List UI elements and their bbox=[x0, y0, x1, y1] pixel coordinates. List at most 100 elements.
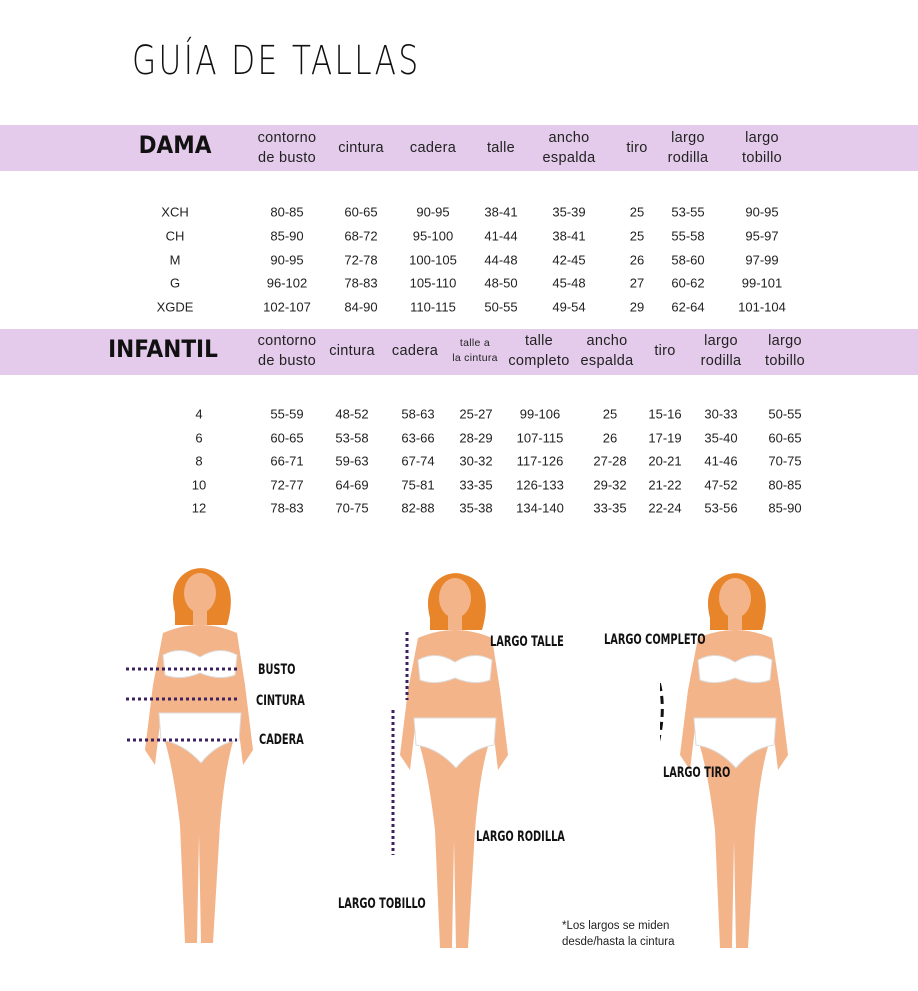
bra bbox=[162, 650, 238, 679]
table-cell: 20-21 bbox=[648, 453, 682, 469]
table-cell: 80-85 bbox=[768, 477, 802, 493]
column-header: contorno de busto bbox=[258, 331, 317, 371]
table-cell: 25 bbox=[629, 228, 645, 244]
woman-figure bbox=[660, 573, 788, 948]
table-cell: 85-90 bbox=[270, 228, 304, 244]
header-line: ancho bbox=[548, 130, 590, 146]
table-cell: 47-52 bbox=[704, 477, 738, 493]
table-cell: 35-38 bbox=[459, 500, 493, 516]
label-largo-completo: LARGO COMPLETO bbox=[604, 632, 706, 648]
table-cell: 105-110 bbox=[409, 275, 457, 291]
table-cell: 27-28 bbox=[593, 453, 627, 469]
body bbox=[680, 630, 788, 948]
table-cell: 72-77 bbox=[270, 477, 304, 493]
body bbox=[400, 630, 508, 948]
head bbox=[439, 578, 471, 618]
table-cell: 50-55 bbox=[484, 299, 518, 315]
size-label: XGDE bbox=[156, 299, 194, 315]
table-cell: 63-66 bbox=[401, 430, 435, 446]
table-cell: 60-65 bbox=[344, 204, 378, 220]
column-header: cintura bbox=[329, 341, 375, 361]
table-cell: 90-95 bbox=[416, 204, 450, 220]
table-cell: 53-58 bbox=[335, 430, 369, 446]
table-cell: 117-126 bbox=[516, 453, 564, 469]
header-line: de busto bbox=[257, 150, 317, 166]
table-cell: 15-16 bbox=[648, 406, 682, 422]
header-line: espalda bbox=[580, 353, 634, 369]
table-cell: 29 bbox=[629, 299, 645, 315]
label-largo-rodilla: LARGO RODILLA bbox=[476, 829, 565, 845]
table-cell: 41-46 bbox=[704, 453, 738, 469]
label-largo-tobillo: LARGO TOBILLO bbox=[338, 896, 426, 912]
table-cell: 99-101 bbox=[741, 275, 783, 291]
header-line: cadera bbox=[409, 140, 457, 156]
note-line: *Los largos se miden bbox=[562, 920, 670, 932]
header-line: rodilla bbox=[700, 353, 742, 369]
table-cell: 100-105 bbox=[409, 252, 457, 268]
column-header: largo tobillo bbox=[765, 331, 805, 371]
header-line: rodilla bbox=[667, 150, 709, 166]
head bbox=[719, 578, 751, 618]
header-line: talle a bbox=[459, 337, 491, 349]
table-cell: 78-83 bbox=[270, 500, 304, 516]
header-line: tobillo bbox=[742, 150, 782, 166]
column-header: talle bbox=[487, 138, 515, 158]
table-cell: 49-54 bbox=[552, 299, 586, 315]
table-cell: 25-27 bbox=[459, 406, 493, 422]
table-cell: 126-133 bbox=[516, 477, 564, 493]
header-line: cintura bbox=[338, 140, 384, 156]
table-cell: 30-33 bbox=[704, 406, 738, 422]
table-cell: 53-56 bbox=[704, 500, 738, 516]
table-cell: 59-63 bbox=[335, 453, 369, 469]
table-cell: 110-115 bbox=[410, 299, 456, 315]
label-cadera: CADERA bbox=[259, 732, 304, 748]
column-header: talle completo bbox=[508, 331, 569, 371]
dama-section-label: DAMA bbox=[138, 131, 212, 159]
label-busto: BUSTO bbox=[258, 662, 296, 678]
header-line: largo bbox=[704, 333, 738, 349]
table-cell: 90-95 bbox=[745, 204, 779, 220]
measurement-note: *Los largos se miden desde/hasta la cint… bbox=[562, 918, 675, 950]
table-cell: 101-104 bbox=[738, 299, 786, 315]
size-label: 8 bbox=[195, 453, 203, 469]
header-line: contorno bbox=[257, 130, 317, 146]
table-cell: 35-40 bbox=[704, 430, 738, 446]
table-cell: 28-29 bbox=[459, 430, 493, 446]
header-line: tobillo bbox=[765, 353, 805, 369]
size-label: 4 bbox=[195, 406, 203, 422]
table-cell: 17-19 bbox=[648, 430, 682, 446]
table-cell: 55-58 bbox=[671, 228, 705, 244]
body bbox=[145, 625, 253, 943]
table-cell: 25 bbox=[629, 204, 645, 220]
table-cell: 60-62 bbox=[671, 275, 705, 291]
column-header: ancho espalda bbox=[543, 128, 596, 168]
table-cell: 107-115 bbox=[516, 430, 564, 446]
header-line: tiro bbox=[626, 140, 648, 156]
table-cell: 48-52 bbox=[335, 406, 369, 422]
size-label: 10 bbox=[191, 477, 207, 493]
table-cell: 26 bbox=[629, 252, 645, 268]
header-line: tiro bbox=[654, 343, 676, 359]
header-line: espalda bbox=[542, 150, 596, 166]
label-cintura: CINTURA bbox=[256, 693, 305, 709]
note-line: desde/hasta la cintura bbox=[562, 936, 675, 948]
column-header: ancho espalda bbox=[581, 331, 634, 371]
header-line: la cintura bbox=[452, 352, 498, 364]
neck bbox=[193, 609, 207, 625]
woman-figure bbox=[391, 573, 508, 948]
header-line: cadera bbox=[391, 343, 439, 359]
table-cell: 38-41 bbox=[552, 228, 586, 244]
size-label: XCH bbox=[161, 204, 189, 220]
header-line: talle bbox=[524, 333, 554, 349]
header-line: completo bbox=[508, 353, 570, 369]
column-header: cadera bbox=[410, 138, 456, 158]
neck bbox=[448, 614, 462, 630]
table-cell: 99-106 bbox=[519, 406, 561, 422]
column-header: talle a la cintura bbox=[452, 336, 498, 366]
table-cell: 60-65 bbox=[768, 430, 802, 446]
table-cell: 97-99 bbox=[745, 252, 779, 268]
woman-figure bbox=[125, 568, 253, 943]
header-line: contorno bbox=[257, 333, 317, 349]
size-label: 6 bbox=[195, 430, 203, 446]
